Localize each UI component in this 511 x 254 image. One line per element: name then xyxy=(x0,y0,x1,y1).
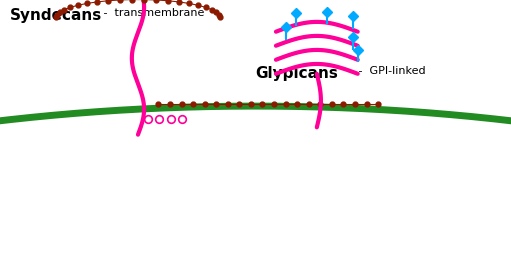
Text: Syndecans: Syndecans xyxy=(10,8,103,23)
Text: -  GPI-linked: - GPI-linked xyxy=(355,66,426,76)
Text: -  transmembrane: - transmembrane xyxy=(100,8,204,18)
Text: Glypicans: Glypicans xyxy=(256,66,338,81)
